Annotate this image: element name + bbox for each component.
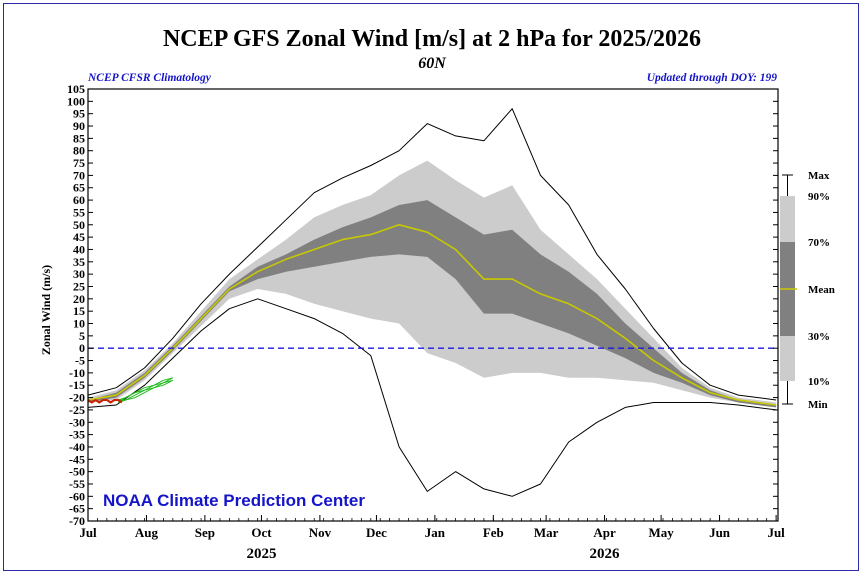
y-tick-label: 40 xyxy=(73,242,85,256)
y-tick-label: -15 xyxy=(69,378,85,392)
x-tick-label: Jul xyxy=(767,525,785,540)
y-tick-label: -5 xyxy=(75,354,85,368)
y-tick-label: 50 xyxy=(73,218,85,232)
legend-band-10-30 xyxy=(780,336,795,381)
y-tick-label: 60 xyxy=(73,193,85,207)
y-tick-label: 0 xyxy=(79,341,85,355)
y-tick-label: -35 xyxy=(69,428,85,442)
x-tick-label: May xyxy=(648,525,674,540)
legend-label: Mean xyxy=(808,284,835,296)
y-tick-label: 80 xyxy=(73,144,85,158)
y-tick-label: 35 xyxy=(73,255,85,269)
chart-title: NCEP GFS Zonal Wind [m/s] at 2 hPa for 2… xyxy=(163,26,701,52)
x-tick-label: Dec xyxy=(366,525,387,540)
forecast-member-4 xyxy=(117,379,173,403)
x-tick-label: Jun xyxy=(709,525,731,540)
y-tick-label: 25 xyxy=(73,279,85,293)
max-line xyxy=(87,108,777,401)
y-tick-label: -70 xyxy=(69,514,85,528)
legend-label: Min xyxy=(808,399,828,411)
y-tick-label: 65 xyxy=(73,181,85,195)
legend-label: 70% xyxy=(808,237,830,249)
legend: Max 90% 70% Mean 30% 10% Min xyxy=(780,170,835,411)
y-tick-label: 20 xyxy=(73,292,85,306)
axes: -70-65-60-55-50-45-40-35-30-25-20-15-10-… xyxy=(67,82,785,562)
x-tick-label: Oct xyxy=(251,525,272,540)
y-tick-label: -55 xyxy=(69,477,85,491)
y-tick-label: -50 xyxy=(69,465,85,479)
y-tick-label: 15 xyxy=(73,304,85,318)
chart-subtitle: 60N xyxy=(418,55,447,72)
update-note: Updated through DOY: 199 xyxy=(647,72,777,84)
year-label: 2025 xyxy=(246,546,276,562)
y-tick-label: -45 xyxy=(69,452,85,466)
y-tick-label: 95 xyxy=(73,107,85,121)
figure-frame xyxy=(3,3,859,571)
y-tick-label: 105 xyxy=(67,82,85,96)
x-tick-label: Nov xyxy=(309,525,332,540)
y-tick-label: -65 xyxy=(69,502,85,516)
x-tick-label: Mar xyxy=(534,525,559,540)
y-tick-label: 70 xyxy=(73,168,85,182)
y-axis-label: Zonal Wind (m/s) xyxy=(39,265,53,355)
legend-label: 30% xyxy=(808,331,830,343)
y-tick-label: 10 xyxy=(73,317,85,331)
plot-area xyxy=(87,108,778,497)
y-tick-label: 55 xyxy=(73,205,85,219)
legend-band-70-90 xyxy=(780,196,795,242)
year-label: 2026 xyxy=(590,546,621,562)
y-tick-label: 85 xyxy=(73,131,85,145)
band-30-70-percentile xyxy=(88,200,777,408)
forecast-member-3 xyxy=(118,379,174,401)
y-tick-label: -60 xyxy=(69,489,85,503)
mean-line xyxy=(87,224,777,406)
min-line xyxy=(87,298,777,497)
x-tick-label: Jan xyxy=(425,525,446,540)
legend-label: 90% xyxy=(808,191,830,203)
plot-border xyxy=(87,88,779,522)
y-tick-label: 30 xyxy=(73,267,85,281)
legend-label: 10% xyxy=(808,376,830,388)
x-tick-label: Jul xyxy=(79,525,97,540)
y-tick-label: 100 xyxy=(67,94,85,108)
y-tick-label: -30 xyxy=(69,415,85,429)
y-tick-label: -10 xyxy=(69,366,85,380)
legend-label: Max xyxy=(808,170,830,182)
observed-line xyxy=(87,399,123,404)
y-tick-label: -25 xyxy=(69,403,85,417)
y-tick-label: 5 xyxy=(79,329,85,343)
y-tick-label: 45 xyxy=(73,230,85,244)
climatology-note: NCEP CFSR Climatology xyxy=(87,72,212,84)
y-tick-label: -20 xyxy=(69,391,85,405)
y-tick-label: -40 xyxy=(69,440,85,454)
x-tick-label: Feb xyxy=(483,525,504,540)
x-tick-label: Aug xyxy=(135,525,159,540)
y-tick-label: 90 xyxy=(73,119,85,133)
footer-credit: NOAA Climate Prediction Center xyxy=(103,491,365,510)
x-tick-label: Apr xyxy=(593,525,616,540)
x-tick-label: Sep xyxy=(195,525,215,540)
y-tick-label: 75 xyxy=(73,156,85,170)
